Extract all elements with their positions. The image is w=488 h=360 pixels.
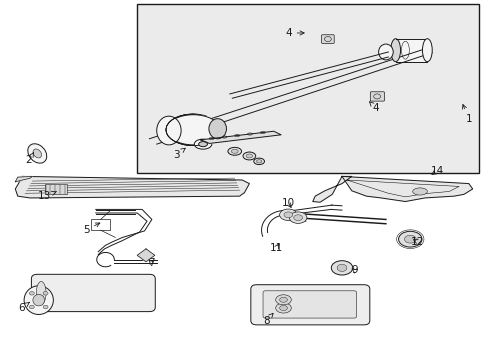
Text: 7: 7	[148, 258, 155, 268]
Ellipse shape	[275, 303, 291, 313]
Text: 2: 2	[25, 152, 34, 165]
Polygon shape	[15, 176, 249, 198]
FancyBboxPatch shape	[321, 35, 333, 43]
Text: 8: 8	[263, 313, 273, 325]
Ellipse shape	[245, 154, 252, 158]
Ellipse shape	[28, 144, 47, 163]
Text: 6: 6	[18, 302, 29, 314]
Ellipse shape	[293, 215, 302, 221]
Text: 12: 12	[410, 237, 424, 247]
FancyBboxPatch shape	[369, 92, 384, 101]
Ellipse shape	[157, 116, 181, 145]
Text: 14: 14	[429, 166, 443, 176]
Ellipse shape	[279, 306, 287, 311]
FancyBboxPatch shape	[263, 291, 356, 318]
Ellipse shape	[33, 294, 44, 306]
Polygon shape	[341, 176, 472, 202]
Text: 4: 4	[285, 28, 304, 38]
Ellipse shape	[166, 115, 220, 145]
Ellipse shape	[43, 292, 48, 295]
Ellipse shape	[378, 44, 392, 60]
Polygon shape	[15, 176, 32, 182]
Ellipse shape	[29, 305, 34, 309]
Ellipse shape	[336, 264, 346, 271]
Text: 9: 9	[350, 265, 357, 275]
Ellipse shape	[422, 39, 431, 62]
Bar	[44, 184, 66, 194]
Ellipse shape	[227, 147, 241, 155]
Ellipse shape	[243, 152, 255, 160]
Ellipse shape	[24, 286, 53, 315]
Text: 11: 11	[269, 243, 282, 253]
Ellipse shape	[390, 39, 400, 62]
Ellipse shape	[36, 282, 46, 305]
Bar	[91, 220, 110, 230]
Text: 5: 5	[82, 223, 100, 235]
Text: 1: 1	[462, 104, 471, 124]
Bar	[137, 4, 478, 173]
Ellipse shape	[256, 160, 261, 163]
Ellipse shape	[275, 295, 291, 305]
Ellipse shape	[279, 209, 297, 221]
Ellipse shape	[412, 188, 427, 195]
Ellipse shape	[330, 261, 352, 275]
Ellipse shape	[404, 235, 415, 243]
Polygon shape	[137, 249, 155, 262]
Ellipse shape	[284, 212, 292, 218]
Ellipse shape	[43, 305, 48, 309]
Ellipse shape	[198, 141, 207, 147]
Ellipse shape	[194, 139, 211, 149]
Ellipse shape	[231, 149, 238, 153]
Ellipse shape	[208, 119, 226, 139]
Text: 13: 13	[38, 191, 57, 201]
Ellipse shape	[33, 149, 41, 158]
Text: 4: 4	[369, 102, 379, 113]
Polygon shape	[200, 131, 281, 143]
Ellipse shape	[289, 212, 306, 224]
FancyBboxPatch shape	[31, 274, 155, 312]
Ellipse shape	[279, 297, 287, 302]
FancyBboxPatch shape	[250, 285, 369, 325]
Bar	[395, 39, 427, 62]
Ellipse shape	[398, 231, 421, 247]
Text: 10: 10	[281, 198, 294, 208]
Ellipse shape	[253, 158, 264, 165]
Ellipse shape	[29, 292, 34, 295]
Polygon shape	[312, 176, 351, 202]
Text: 3: 3	[173, 148, 185, 160]
